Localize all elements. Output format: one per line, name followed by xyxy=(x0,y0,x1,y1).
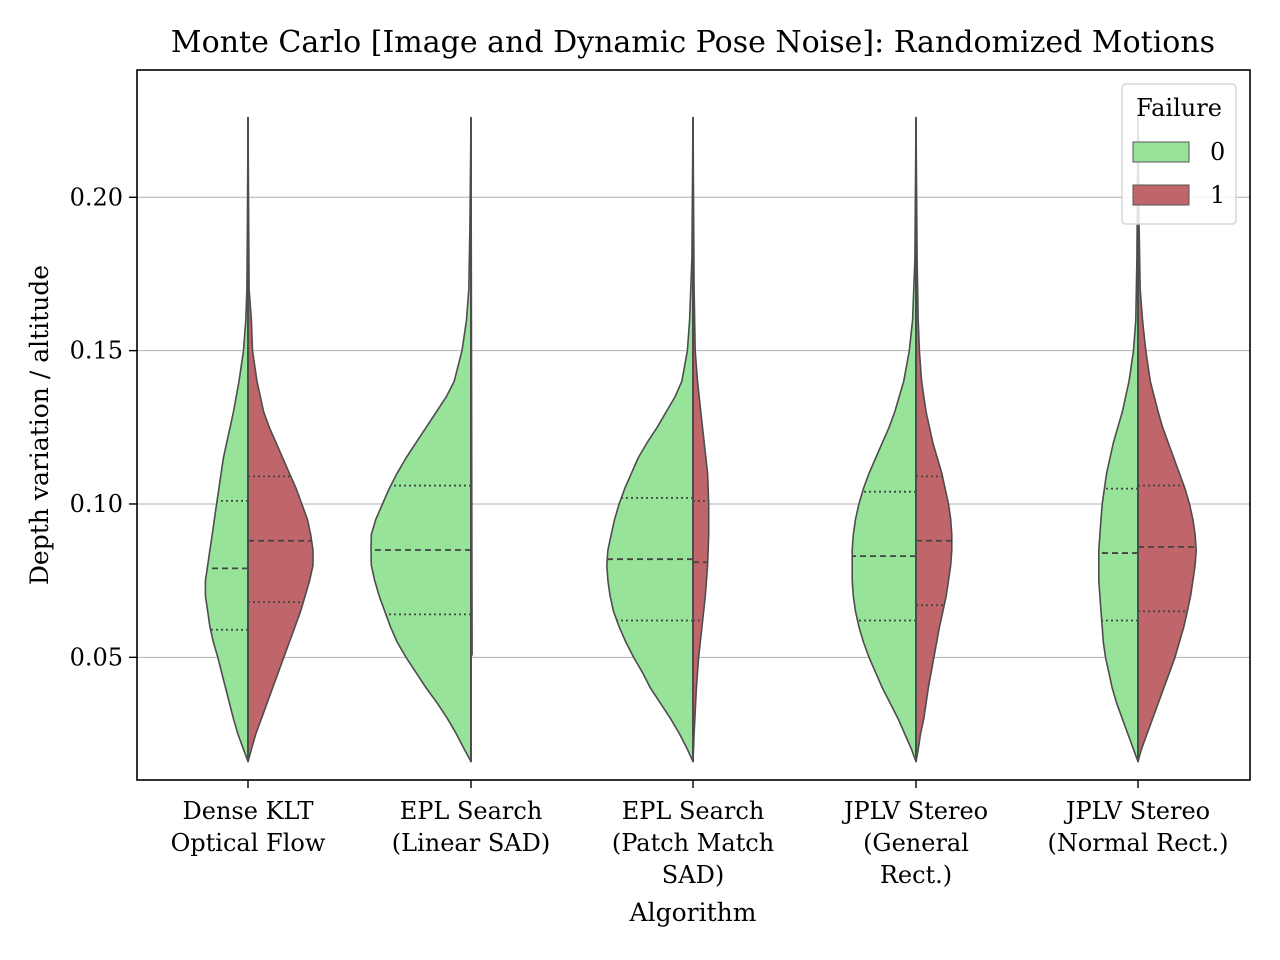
violin-1-failure-0 xyxy=(370,116,472,763)
violin-0-failure-1 xyxy=(247,116,314,763)
x-tick-label: Dense KLT xyxy=(183,797,314,825)
legend-label-0: 0 xyxy=(1210,138,1225,166)
x-axis-label: Algorithm xyxy=(629,898,757,927)
x-tick-label: (General xyxy=(863,829,969,857)
x-tick-label: (Patch Match xyxy=(612,829,774,857)
y-tick-label: 0.05 xyxy=(70,643,123,671)
violin-3-failure-1 xyxy=(915,116,953,763)
legend-swatch-0 xyxy=(1132,141,1190,163)
violin-0-failure-0 xyxy=(204,116,249,763)
x-tick-label: JPLV Stereo xyxy=(841,797,988,825)
x-tick-label: (Linear SAD) xyxy=(392,829,550,857)
violins xyxy=(204,116,1197,763)
legend-title: Failure xyxy=(1136,94,1222,122)
violin-3-failure-0 xyxy=(851,116,917,763)
x-tick-label: JPLV Stereo xyxy=(1063,797,1210,825)
violin-2-failure-1 xyxy=(692,116,710,763)
x-tick-label: SAD) xyxy=(662,861,724,889)
legend: Failure 0 1 xyxy=(1121,83,1237,225)
legend-swatch-1 xyxy=(1132,184,1190,206)
legend-label-1: 1 xyxy=(1210,181,1225,209)
y-tick-label: 0.20 xyxy=(70,183,123,211)
x-tick-label: Optical Flow xyxy=(171,829,326,857)
x-tick-label: Rect.) xyxy=(880,861,952,889)
y-tick-label: 0.10 xyxy=(70,490,123,518)
chart-title: Monte Carlo [Image and Dynamic Pose Nois… xyxy=(171,25,1215,60)
y-axis-label: Depth variation / altitude xyxy=(25,265,54,585)
violin-4-failure-0 xyxy=(1098,116,1139,763)
violin-2-failure-0 xyxy=(606,116,694,763)
x-tick-label: (Normal Rect.) xyxy=(1047,829,1228,857)
violin-4-failure-1 xyxy=(1137,116,1197,763)
y-axis: 0.05 0.10 0.15 0.20 xyxy=(70,183,137,671)
x-axis: Dense KLT Optical Flow EPL Search (Linear S… xyxy=(171,780,1229,889)
y-tick-label: 0.15 xyxy=(70,337,123,365)
x-tick-label: EPL Search xyxy=(622,797,765,825)
x-tick-label: EPL Search xyxy=(400,797,543,825)
